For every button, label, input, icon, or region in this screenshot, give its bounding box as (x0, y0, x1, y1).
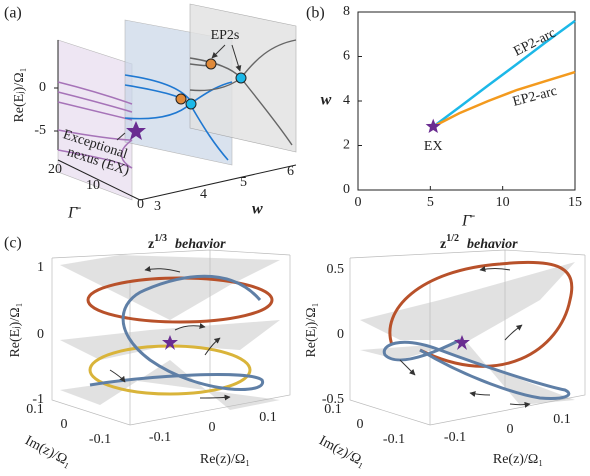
x-tick-label: 10 (496, 195, 510, 210)
title-word: behavior (467, 237, 518, 252)
tick-label: 0 (507, 422, 514, 437)
tick-label: -0.5 (322, 392, 344, 407)
x-tick-label: 5 (427, 195, 434, 210)
surface (60, 255, 280, 320)
tick-label: 0.1 (324, 402, 342, 417)
tick-label: 20 (48, 162, 62, 177)
ep2-point (185, 98, 197, 110)
y-label: Re(Eⱼ)/Ω₁ (12, 67, 27, 122)
x-label: Γ̄ (461, 213, 475, 230)
y-label: w (321, 92, 332, 109)
tick-label: 5 (240, 175, 247, 190)
ep2-point (205, 58, 217, 70)
subplot-left: z1/3 behavior Re(Eⱼ)/Ω₁ 1 0 -1 0.1 0 -0.1… (8, 233, 291, 470)
panel-a: (a) (4, 3, 297, 222)
flow-arrows (109, 266, 231, 401)
arrow (231, 44, 242, 72)
tick-label: 0.5 (327, 262, 345, 277)
tick-label: 0 (37, 327, 44, 342)
x-tick-label: 0 (355, 195, 362, 210)
tick-label: -0.1 (149, 430, 171, 445)
surface (360, 262, 575, 340)
line (432, 70, 576, 128)
tick-label: 1 (37, 260, 44, 275)
tick-label: -1 (32, 392, 44, 407)
axis (139, 164, 297, 201)
tick-label: -0.1 (444, 430, 466, 445)
arrow (211, 44, 226, 59)
panel-label: (a) (4, 5, 22, 22)
tick-label: 4 (200, 187, 207, 202)
axis (57, 159, 141, 201)
tick-label: 0 (209, 420, 216, 435)
tick-label: -5 (34, 123, 46, 138)
tick-label: 0.1 (26, 402, 44, 417)
tick-label: -0.1 (89, 432, 111, 447)
tick-label: 10 (86, 178, 100, 193)
re-label: Re(z)/Ω₁ (493, 452, 543, 467)
title-base: z (440, 237, 446, 252)
tick-label: 0.1 (259, 410, 277, 425)
annotation: EP2s (211, 28, 240, 43)
title-exp: 1/2 (446, 233, 459, 244)
subplot-title: z1/2 behavior (440, 233, 518, 252)
series-label: EP2-arc (511, 26, 558, 60)
tick-label: -0.1 (383, 432, 405, 447)
loop (89, 274, 265, 392)
tick-label: 0 (337, 327, 344, 342)
im-label: Im(z)/Ω₁ (316, 433, 367, 470)
tick-label: 0 (357, 417, 364, 432)
title-word: behavior (175, 237, 226, 252)
y-tick-label: 4 (343, 93, 350, 108)
ep2-point (175, 93, 187, 105)
y-tick-label: 8 (343, 4, 350, 19)
tick-label: 0 (137, 197, 144, 212)
tick-label: 0 (39, 80, 46, 95)
tick-label: 3 (154, 199, 161, 214)
y-tick-label: 2 (343, 138, 350, 153)
panel-label: (c) (4, 235, 22, 252)
subplot-right: z1/2 behavior Re(Eⱼ)/Ω₁ 0.5 0 -0.5 0.1 0 … (304, 233, 586, 470)
point-label: EX (424, 139, 443, 154)
series-label: EP2-arc (511, 84, 558, 110)
gamma-label: Γ̄ (67, 205, 81, 222)
ep2-point (235, 72, 247, 84)
panel-label: (b) (306, 5, 325, 22)
line (432, 19, 576, 128)
panel-b: (b) 0 5 10 15 0 2 4 6 8 Γ̄ w EP2-arc EP2-arc EX (306, 4, 582, 229)
y-tick-label: 6 (343, 49, 350, 64)
surface (360, 340, 575, 405)
re-label: Re(z)/Ω₁ (200, 452, 250, 467)
y-label: Re(Eⱼ)/Ω₁ (304, 302, 319, 357)
loop (388, 260, 574, 368)
w-label: w (252, 201, 263, 218)
pointer (116, 132, 126, 141)
tick-label: 0.1 (553, 412, 571, 427)
ex-star (126, 121, 146, 140)
loop (382, 338, 571, 400)
x-tick-label: 15 (568, 195, 582, 210)
y-tick-label: 0 (343, 182, 350, 197)
tick-label: 6 (287, 164, 294, 179)
tick-label: 0 (61, 417, 68, 432)
title-base: z (148, 237, 154, 252)
ex-star (454, 335, 470, 350)
im-label: Im(z)/Ω₁ (22, 433, 73, 470)
y-label: Re(Eⱼ)/Ω₁ (8, 302, 23, 357)
flow-arrows (399, 266, 531, 408)
ex-star (162, 335, 178, 350)
subplot-title: z1/3 behavior (148, 233, 226, 252)
ex-point (425, 118, 441, 134)
title-exp: 1/3 (154, 233, 167, 244)
panel-c: (c) z1/3 behavior Re(Eⱼ)/Ω₁ (4, 233, 586, 470)
